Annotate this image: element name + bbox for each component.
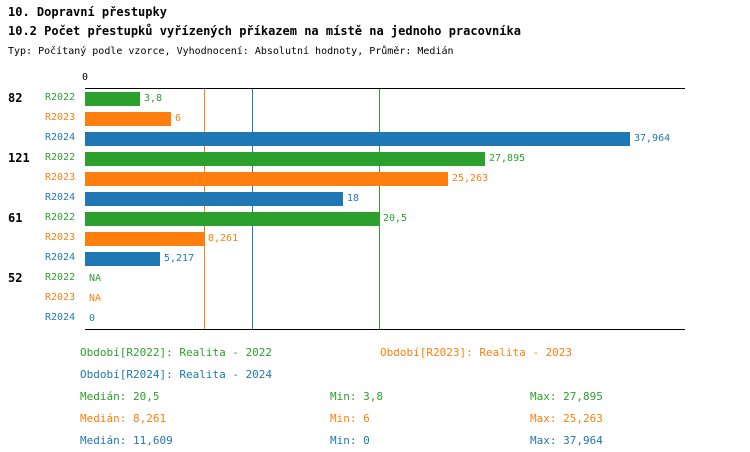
- chart-area: 3,8 6 37,964 27,895 25,263 18 20,5 8,261 5,217 NA…: [0, 88, 750, 330]
- series-row-label-r2024: R2024: [45, 132, 76, 143]
- median-line-r2023: [204, 89, 205, 329]
- bar-value-label: 18: [347, 193, 360, 204]
- legend-item-r2024: Období[R2024]: Realita - 2024: [80, 368, 273, 381]
- series-row-label-r2022: R2022: [45, 152, 76, 163]
- bar-value-label: 20,5: [383, 213, 408, 224]
- bar-r2022: [85, 92, 140, 106]
- stat-max-r2023: Max: 25,263: [530, 412, 603, 425]
- group-count-label: 82: [8, 91, 23, 105]
- chart-type-info: Typ: Počítaný podle vzorce, Vyhodnocení:…: [8, 46, 454, 57]
- legend-item-r2022: Období[R2022]: Realita - 2022: [80, 346, 273, 359]
- bar-r2024: [85, 252, 160, 266]
- stat-min-r2023: Min: 6: [330, 412, 370, 425]
- chart-subtitle: 10.2 Počet přestupků vyřízených příkazem…: [8, 24, 521, 38]
- stat-max-r2022: Max: 27,895: [530, 390, 603, 403]
- group-count-label: 121: [8, 151, 30, 165]
- bar-value-label: 5,217: [164, 253, 195, 264]
- bar-r2023: [85, 112, 171, 126]
- stat-max-r2024: Max: 37,964: [530, 434, 603, 447]
- bar-value-label: 37,964: [634, 133, 671, 144]
- bar-value-label: NA: [89, 273, 102, 284]
- bar-value-label: 25,263: [452, 173, 489, 184]
- series-row-label-r2023: R2023: [45, 232, 76, 243]
- chart-title: 10. Dopravní přestupky: [8, 5, 167, 19]
- bar-r2024: [85, 132, 630, 146]
- bar-r2023: [85, 232, 204, 246]
- bar-r2022: [85, 212, 379, 226]
- legend-item-r2023: Období[R2023]: Realita - 2023: [380, 346, 573, 359]
- bar-value-label: 3,8: [144, 93, 163, 104]
- bar-r2024: [85, 192, 343, 206]
- stat-median-r2023: Medián: 8,261: [80, 412, 167, 425]
- series-row-label-r2022: R2022: [45, 92, 76, 103]
- group-count-label: 61: [8, 211, 23, 225]
- group-count-label: 52: [8, 271, 23, 285]
- series-row-label-r2024: R2024: [45, 312, 76, 323]
- series-row-label-r2023: R2023: [45, 112, 76, 123]
- plot-area: 3,8 6 37,964 27,895 25,263 18 20,5 8,261 5,217 NA…: [85, 88, 685, 330]
- bar-r2022: [85, 152, 485, 166]
- stat-median-r2024: Medián: 11,609: [80, 434, 173, 447]
- bar-value-label: 6: [175, 113, 182, 124]
- series-row-label-r2022: R2022: [45, 272, 76, 283]
- series-row-label-r2023: R2023: [45, 172, 76, 183]
- series-row-label-r2024: R2024: [45, 192, 76, 203]
- stat-min-r2022: Min: 3,8: [330, 390, 383, 403]
- stat-median-r2022: Medián: 20,5: [80, 390, 160, 403]
- bar-r2023: [85, 172, 448, 186]
- axis-origin-label: 0: [82, 72, 89, 83]
- bar-value-label: 27,895: [489, 153, 526, 164]
- median-line-r2024: [252, 89, 253, 329]
- bar-value-label: NA: [89, 293, 102, 304]
- series-row-label-r2023: R2023: [45, 292, 76, 303]
- series-row-label-r2022: R2022: [45, 212, 76, 223]
- series-row-label-r2024: R2024: [45, 252, 76, 263]
- median-line-r2022: [379, 89, 380, 329]
- bar-value-label: 0: [89, 313, 96, 324]
- bar-value-label: 8,261: [208, 233, 239, 244]
- stat-min-r2024: Min: 0: [330, 434, 370, 447]
